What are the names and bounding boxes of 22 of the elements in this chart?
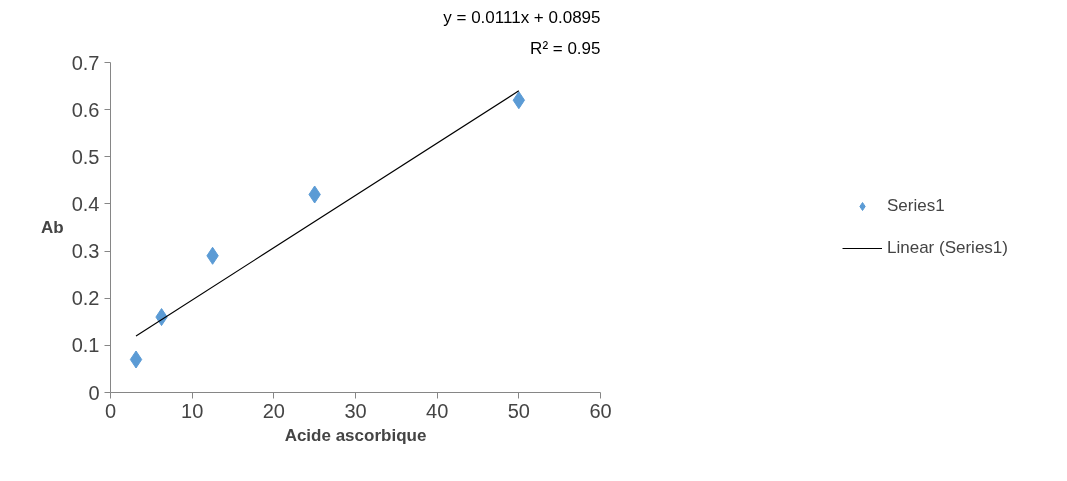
y-tick-label: 0.6: [71, 98, 100, 121]
legend-label: Series1: [887, 196, 945, 216]
point: [129, 350, 143, 369]
x-tick-label: 10: [181, 399, 204, 422]
y-tick-label: 0.2: [71, 287, 100, 310]
legend-label: Linear (Series1): [887, 238, 1008, 258]
y-tick-label: 0.7: [71, 51, 100, 74]
x-tick-label: 0: [104, 399, 117, 422]
x-tick-label: 50: [507, 399, 530, 422]
y-tick-label: 0.3: [71, 240, 100, 263]
y-tick-label: 0.4: [71, 192, 100, 215]
x-tick-label: 30: [344, 399, 367, 422]
x-axis-title: Acide ascorbique: [284, 425, 427, 445]
text: R² = 0.95: [530, 38, 601, 58]
x-tick-label: 40: [426, 399, 449, 422]
y-tick-label: 0: [88, 381, 100, 404]
y-axis-title: Ab: [41, 218, 64, 237]
x-tick-label: 60: [589, 399, 612, 422]
text: y = 0.0111x + 0.0895: [443, 7, 601, 27]
y-tick-label: 0.5: [71, 145, 100, 168]
y-tick-label: 0.1: [71, 334, 100, 357]
x-tick-label: 20: [262, 399, 285, 422]
